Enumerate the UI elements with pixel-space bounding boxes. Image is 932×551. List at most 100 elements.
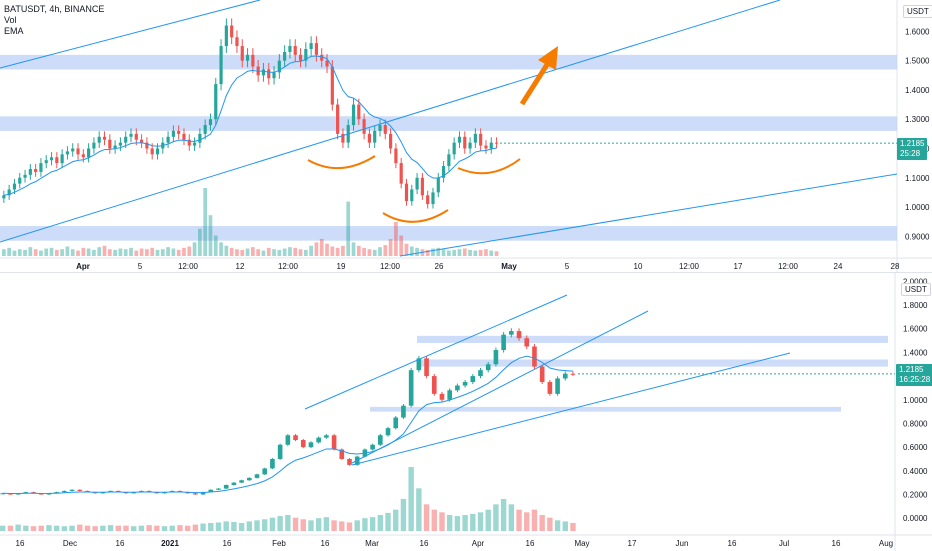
volume-bar: [277, 249, 282, 256]
candle-body: [251, 54, 255, 67]
candle-body: [198, 133, 202, 143]
volume-bar: [378, 247, 382, 256]
candle-body: [219, 46, 223, 85]
candle-body: [485, 364, 491, 371]
price-tick-label: 1.5000: [905, 57, 930, 66]
volume-bar: [33, 249, 38, 256]
candle-body: [254, 474, 260, 478]
vol-indicator-label[interactable]: Vol: [4, 15, 17, 25]
volume-bar: [84, 525, 91, 531]
volume-bar: [155, 249, 160, 256]
candle-body: [493, 350, 499, 365]
volume-bar: [49, 247, 54, 256]
candle-body: [245, 54, 250, 61]
volume-bar: [315, 518, 322, 531]
top-chart-panel[interactable]: 1.60001.50001.40001.30001.20001.10001.00…: [0, 0, 932, 272]
top-chart-canvas[interactable]: 1.60001.50001.40001.30001.20001.10001.00…: [0, 0, 932, 272]
volume-bar: [351, 242, 356, 256]
symbol-title: BATUSDT, 4h, BINANCE: [4, 4, 105, 14]
volume-bar: [303, 249, 308, 256]
trend-line: [0, 0, 781, 243]
volume-bar: [323, 517, 330, 531]
volume-bar: [269, 517, 276, 531]
candle-body: [367, 133, 371, 143]
candle-body: [441, 166, 446, 178]
candle-body: [415, 177, 419, 190]
volume-bar: [452, 249, 457, 256]
candle-body: [49, 157, 54, 161]
volume-bar: [123, 525, 129, 531]
volume-bar: [309, 245, 313, 256]
volume-bar: [423, 504, 430, 531]
volume-bar: [362, 518, 368, 531]
candle-body: [239, 480, 244, 483]
price-tick-label: 0.6000: [903, 443, 928, 452]
time-tick-label: 5: [565, 262, 570, 271]
bottom-chart-canvas[interactable]: 2.00001.80001.60001.40001.20001.00000.80…: [0, 273, 932, 551]
candle-body: [97, 136, 101, 143]
candle-body: [7, 189, 11, 196]
volume-bar: [208, 523, 214, 531]
candle-body: [547, 382, 553, 394]
candle-body: [341, 133, 345, 143]
candle-body: [426, 195, 430, 205]
volume-bar: [60, 249, 64, 256]
volume-bar: [288, 247, 292, 256]
time-tick-label: 12:00: [380, 262, 401, 271]
candle-body: [231, 482, 237, 486]
candle-body: [424, 358, 429, 377]
head-curve: [382, 209, 449, 223]
volume-bar: [570, 523, 576, 531]
volume-bar: [224, 245, 229, 256]
breakout-arrow-head: [538, 46, 558, 70]
volume-bar: [436, 247, 441, 256]
candle-body: [85, 490, 90, 493]
volume-bar: [182, 247, 186, 256]
volume-bar: [17, 249, 22, 256]
candle-body: [277, 444, 283, 459]
time-tick-label: Feb: [272, 539, 286, 548]
candle-body: [55, 157, 59, 164]
candle-body: [431, 192, 435, 205]
candle-body: [208, 489, 214, 493]
top-currency-label[interactable]: USDT: [903, 5, 932, 18]
candle-body: [452, 142, 456, 155]
volume-bar: [462, 515, 468, 531]
candle-body: [272, 72, 276, 79]
volume-bar: [393, 509, 399, 531]
volume-bar: [171, 248, 176, 256]
volume-bar: [192, 524, 199, 531]
volume-bar: [470, 513, 476, 531]
candle-body: [166, 136, 170, 143]
volume-bar: [325, 243, 329, 256]
candle-body: [62, 490, 67, 493]
volume-bar: [457, 249, 462, 256]
top-last-price-tag: 1.2185 25:28: [897, 138, 928, 160]
bottom-bar-timer: 16:25:28: [899, 375, 931, 384]
ema-indicator-label[interactable]: EMA: [4, 26, 24, 36]
candle-body: [362, 119, 366, 134]
bottom-currency-label[interactable]: USDT: [901, 283, 931, 296]
volume-bar: [7, 525, 14, 531]
candle-body: [18, 177, 22, 184]
volume-bar: [2, 249, 6, 256]
volume-bar: [77, 524, 83, 531]
volume-bar: [166, 247, 170, 256]
time-tick-label: Apr: [76, 262, 90, 271]
volume-bar: [314, 242, 319, 256]
volume-bar: [245, 248, 250, 256]
volume-bar: [331, 520, 337, 531]
volume-bar: [431, 509, 437, 531]
candle-body: [484, 145, 488, 149]
candle-body: [39, 163, 43, 172]
volume-bar: [176, 249, 181, 256]
volume-bar: [539, 515, 545, 531]
resistance-zone: [0, 54, 897, 70]
right-shoulder-curve: [457, 158, 521, 175]
price-tick-label: 1.6000: [903, 325, 928, 334]
candle-body: [87, 148, 91, 158]
candle-body: [416, 358, 422, 371]
bottom-chart-panel[interactable]: 2.00001.80001.60001.40001.20001.00000.80…: [0, 272, 932, 551]
trend-line: [351, 310, 649, 464]
time-tick-label: 17: [628, 539, 637, 548]
